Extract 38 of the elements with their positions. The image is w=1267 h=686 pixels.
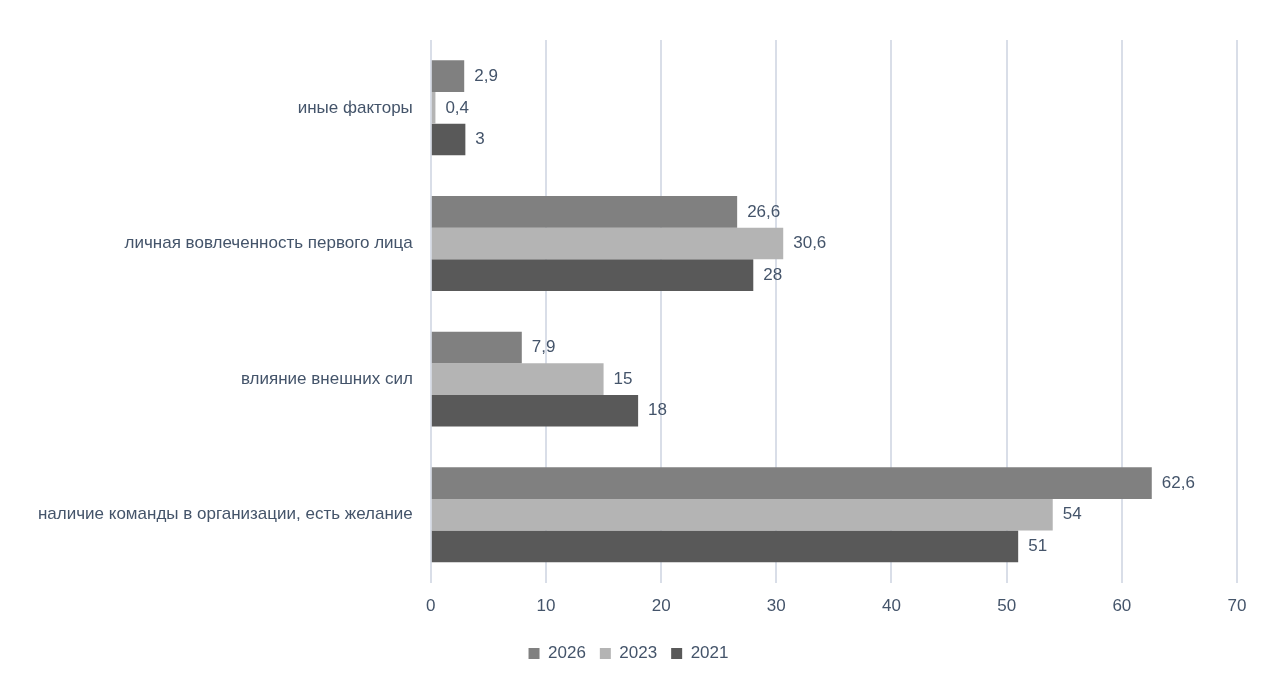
y-tick-label: иные факторы — [297, 97, 413, 117]
bar — [431, 498, 1053, 531]
data-label: 28 — [763, 264, 783, 284]
y-tick-label: влияние внешних сил — [240, 368, 413, 388]
data-label: 51 — [1028, 536, 1048, 556]
x-tick-label: 60 — [1112, 596, 1132, 616]
legend-label: 2021 — [690, 643, 729, 663]
bar — [431, 259, 754, 291]
bar — [431, 394, 639, 427]
x-tick-label: 10 — [536, 596, 556, 616]
x-tick-label: 20 — [651, 596, 671, 616]
legend-label: 2026 — [548, 643, 586, 663]
data-label: 2,9 — [474, 65, 498, 85]
data-label: 0,4 — [445, 97, 470, 117]
legend-label: 2023 — [619, 643, 658, 663]
data-label: 18 — [648, 400, 668, 420]
x-tick-label: 70 — [1227, 596, 1247, 616]
bar — [431, 363, 604, 395]
bar — [431, 123, 466, 156]
x-tick-label: 50 — [997, 596, 1017, 616]
bar — [431, 467, 1152, 499]
x-tick-label: 30 — [766, 596, 786, 616]
bar — [431, 331, 522, 364]
data-label: 26,6 — [747, 201, 781, 221]
bar — [431, 227, 784, 260]
bar — [431, 60, 465, 92]
y-tick-label: личная вовлеченность первого лица — [124, 233, 414, 253]
data-label: 30,6 — [793, 233, 827, 253]
x-tick-label: 0 — [426, 596, 436, 616]
data-label: 62,6 — [1161, 472, 1195, 492]
bar — [431, 530, 1019, 563]
y-tick-label: наличие команды в организации, есть желание — [37, 504, 413, 524]
bar — [431, 196, 738, 228]
data-label: 7,9 — [531, 337, 556, 357]
data-label: 15 — [613, 368, 633, 388]
data-label: 3 — [475, 129, 485, 149]
data-label: 54 — [1062, 504, 1082, 524]
x-tick-label: 40 — [882, 596, 901, 616]
